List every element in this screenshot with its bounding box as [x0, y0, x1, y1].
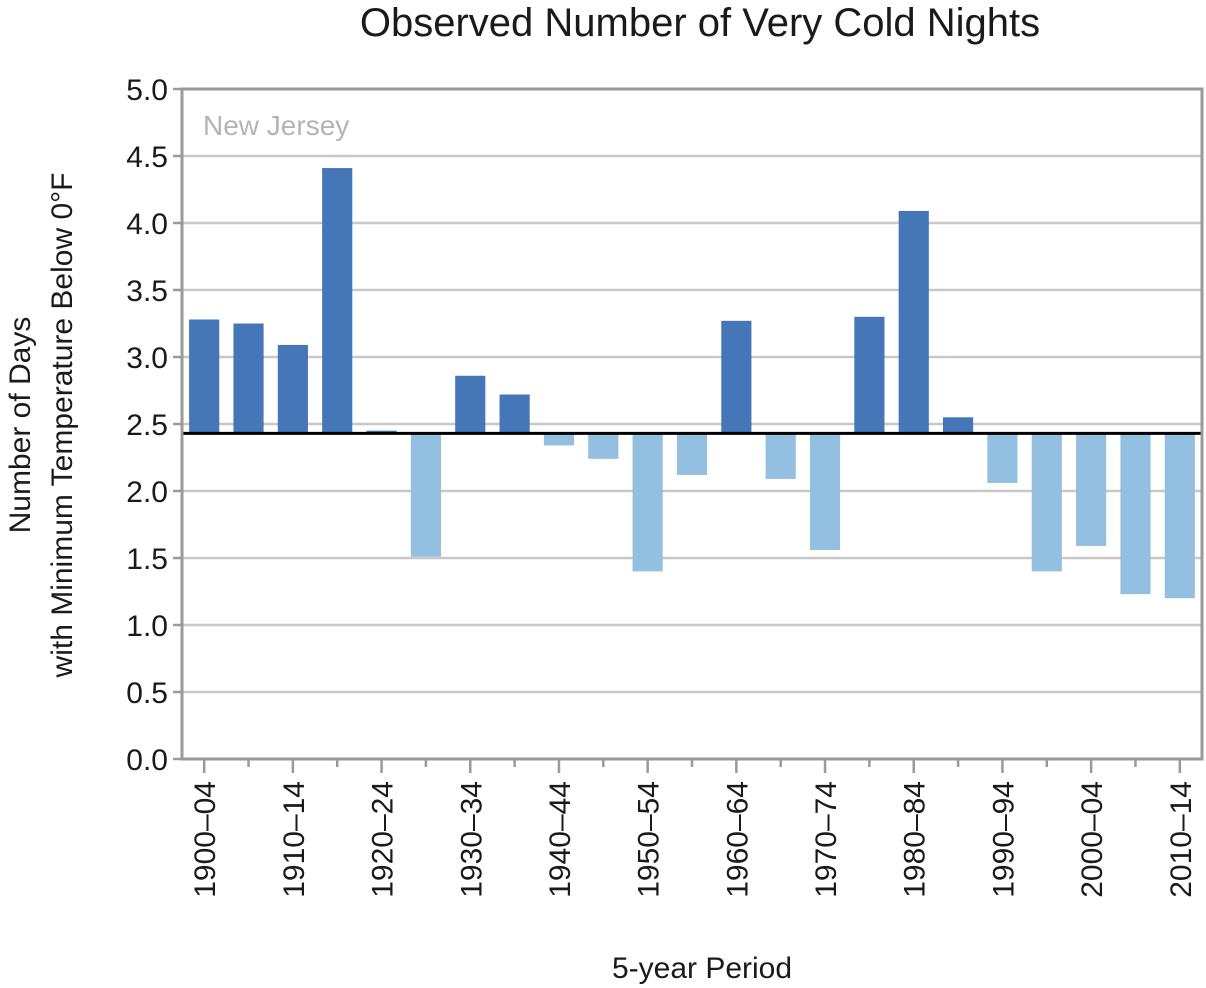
- bar-1905–09: [233, 323, 264, 434]
- x-axis-label: 5-year Period: [612, 952, 792, 985]
- bar-1900–04: [189, 319, 220, 434]
- bar-1970–74: [809, 433, 841, 550]
- y-tick-label: 0.5: [126, 677, 168, 710]
- x-tick-label: 2000–04: [1076, 781, 1109, 898]
- bar-2000–04: [1076, 433, 1107, 546]
- x-tick-label: 1930–34: [455, 781, 488, 898]
- bar-1925–29: [410, 433, 441, 557]
- x-tick-label: 1900–04: [189, 781, 222, 898]
- bar-1960–64: [721, 320, 752, 434]
- bar-2005–09: [1120, 433, 1151, 595]
- bar-1945–49: [588, 433, 619, 459]
- bar-1955–59: [676, 433, 708, 475]
- chart-title: Observed Number of Very Cold Nights: [360, 1, 1040, 45]
- bar-1980–84: [898, 210, 929, 434]
- x-tick-label: 1990–94: [987, 781, 1020, 898]
- region-label: New Jersey: [203, 110, 349, 141]
- bar-1965–69: [765, 433, 796, 479]
- bar-1985–89: [943, 417, 974, 434]
- bar-1910–14: [277, 344, 308, 434]
- bar-1975–79: [854, 316, 885, 434]
- y-tick-label: 3.5: [126, 275, 168, 308]
- y-tick-label: 4.0: [126, 208, 168, 241]
- x-tick-label: 1970–74: [810, 781, 843, 898]
- y-tick-label: 5.0: [126, 74, 168, 107]
- x-tick-label: 1980–84: [899, 781, 932, 898]
- bar-1990–94: [987, 433, 1018, 483]
- y-tick-label: 1.0: [126, 610, 168, 643]
- x-tick-label: 1920–24: [367, 781, 400, 898]
- y-tick-label: 2.5: [126, 409, 168, 442]
- bar-2010–14: [1164, 433, 1195, 599]
- x-tick-label: 2010–14: [1165, 781, 1198, 898]
- bar-1995–99: [1031, 433, 1062, 572]
- y-axis-label-line2: with Minimum Temperature Below 0°F: [46, 173, 79, 679]
- x-tick-label: 1940–44: [544, 781, 577, 898]
- y-tick-label: 3.0: [126, 342, 168, 375]
- bars: [189, 168, 1195, 599]
- bar-1915–19: [322, 168, 353, 434]
- y-tick-label: 4.5: [126, 141, 168, 174]
- y-axis-label-line1: Number of Days: [4, 317, 37, 534]
- y-tick-label: 0.0: [126, 744, 168, 777]
- y-tick-label: 2.0: [126, 476, 168, 509]
- y-tick-label: 1.5: [126, 543, 168, 576]
- x-tick-label: 1960–64: [721, 781, 754, 898]
- y-axis-ticks: 0.0 0.5 1.0 1.5 2.0 2.5 3.0 3.5 4.0 4.5 5.0: [126, 74, 182, 777]
- bar-1930–34: [455, 375, 486, 434]
- bar-1940–44: [543, 433, 575, 446]
- bar-1950–54: [632, 433, 663, 572]
- bar-1935–39: [499, 394, 530, 434]
- x-tick-label: 1950–54: [633, 781, 666, 898]
- x-axis-ticks: 1900–04 1910–14 1920–24 1930–34 1940–44 1950–…: [189, 759, 1198, 898]
- x-tick-label: 1910–14: [278, 781, 311, 898]
